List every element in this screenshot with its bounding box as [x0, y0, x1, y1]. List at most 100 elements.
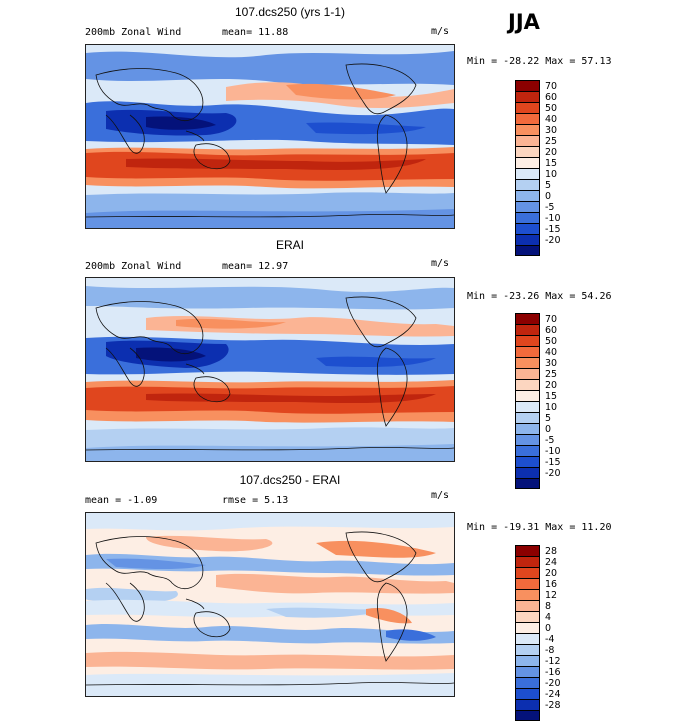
colorbar-swatch	[515, 201, 540, 212]
colorbar-tick-label: 4	[545, 611, 552, 623]
colorbar-tick-label: -4	[545, 633, 555, 645]
panel2-minmax: Min = -23.26 Max = 54.26	[467, 291, 612, 302]
colorbar-swatch	[515, 633, 540, 644]
colorbar-tick-label: -12	[545, 655, 561, 667]
colorbar-tick-label: 30	[545, 124, 558, 136]
colorbar-tick-label: -5	[545, 201, 555, 213]
colorbar-tick-label: -5	[545, 434, 555, 446]
panel2-colorbar	[515, 313, 540, 489]
colorbar-tick-label: -16	[545, 666, 561, 678]
colorbar-swatch	[515, 578, 540, 589]
colorbar-swatch	[515, 157, 540, 168]
colorbar-tick-label: 24	[545, 556, 558, 568]
colorbar-swatch	[515, 102, 540, 113]
colorbar-swatch	[515, 190, 540, 201]
panel3-map	[85, 512, 455, 697]
panel1-colorbar	[515, 80, 540, 256]
colorbar-swatch	[515, 644, 540, 655]
colorbar-swatch	[515, 456, 540, 467]
colorbar-tick-label: 15	[545, 157, 558, 169]
colorbar-tick-label: 20	[545, 379, 558, 391]
colorbar-tick-label: -28	[545, 699, 561, 711]
colorbar-swatch	[515, 545, 540, 556]
colorbar-swatch	[515, 467, 540, 478]
season-label: JJA	[508, 10, 540, 34]
colorbar-swatch	[515, 368, 540, 379]
colorbar-tick-label: 16	[545, 578, 558, 590]
panel1-title: 107.dcs250 (yrs 1-1)	[234, 5, 346, 19]
colorbar-swatch	[515, 412, 540, 423]
colorbar-swatch	[515, 434, 540, 445]
colorbar-tick-label: 0	[545, 423, 552, 435]
colorbar-tick-label: 50	[545, 335, 558, 347]
colorbar-swatch	[515, 212, 540, 223]
colorbar-tick-label: 20	[545, 146, 558, 158]
colorbar-tick-label: 15	[545, 390, 558, 402]
panel3-mean-label: mean = -1.09	[85, 495, 158, 506]
colorbar-tick-label: 0	[545, 622, 552, 634]
colorbar-tick-label: 70	[545, 80, 558, 92]
colorbar-swatch	[515, 556, 540, 567]
colorbar-swatch	[515, 600, 540, 611]
colorbar-swatch	[515, 677, 540, 688]
colorbar-tick-label: -20	[545, 234, 561, 246]
colorbar-swatch	[515, 445, 540, 456]
colorbar-swatch	[515, 611, 540, 622]
colorbar-swatch	[515, 146, 540, 157]
colorbar-tick-label: -15	[545, 223, 561, 235]
colorbar-tick-label: 12	[545, 589, 558, 601]
colorbar-swatch	[515, 589, 540, 600]
colorbar-tick-label: -20	[545, 467, 561, 479]
panel2-title: ERAI	[275, 238, 304, 252]
colorbar-swatch	[515, 357, 540, 368]
colorbar-swatch	[515, 113, 540, 124]
colorbar-swatch	[515, 567, 540, 578]
colorbar-tick-label: 70	[545, 313, 558, 325]
panel1-minmax: Min = -28.22 Max = 57.13	[467, 56, 612, 67]
panel3-units: m/s	[431, 490, 450, 501]
panel3-rmse-label: rmse = 5.13	[222, 495, 289, 506]
colorbar-tick-label: 20	[545, 567, 558, 579]
colorbar-swatch	[515, 324, 540, 335]
colorbar-tick-label: 28	[545, 545, 558, 557]
colorbar-swatch	[515, 313, 540, 324]
colorbar-tick-label: 60	[545, 91, 558, 103]
colorbar-swatch	[515, 666, 540, 677]
colorbar-tick-label: -15	[545, 456, 561, 468]
colorbar-swatch	[515, 335, 540, 346]
panel2-variable-label: 200mb Zonal Wind	[85, 261, 182, 272]
colorbar-tick-label: 60	[545, 324, 558, 336]
colorbar-tick-label: 30	[545, 357, 558, 369]
colorbar-swatch	[515, 401, 540, 412]
colorbar-swatch	[515, 379, 540, 390]
colorbar-swatch	[515, 91, 540, 102]
panel1-mean-label: mean= 11.88	[222, 27, 289, 38]
colorbar-swatch	[515, 124, 540, 135]
panel1-map	[85, 44, 455, 229]
colorbar-swatch	[515, 655, 540, 666]
colorbar-swatch	[515, 390, 540, 401]
panel1-units: m/s	[431, 26, 450, 37]
colorbar-tick-label: 10	[545, 401, 558, 413]
colorbar-swatch	[515, 423, 540, 434]
colorbar-tick-label: 5	[545, 179, 552, 191]
colorbar-tick-label: 25	[545, 368, 558, 380]
colorbar-swatch	[515, 179, 540, 190]
panel2-mean-label: mean= 12.97	[222, 261, 289, 272]
colorbar-swatch	[515, 478, 540, 489]
panel3-title: 107.dcs250 - ERAI	[239, 473, 341, 487]
colorbar-tick-label: -8	[545, 644, 555, 656]
colorbar-tick-label: 25	[545, 135, 558, 147]
colorbar-swatch	[515, 710, 540, 721]
colorbar-swatch	[515, 234, 540, 245]
colorbar-tick-label: 8	[545, 600, 552, 612]
colorbar-tick-label: 50	[545, 102, 558, 114]
colorbar-tick-label: 40	[545, 346, 558, 358]
colorbar-swatch	[515, 245, 540, 256]
colorbar-swatch	[515, 346, 540, 357]
colorbar-swatch	[515, 622, 540, 633]
colorbar-tick-label: -10	[545, 212, 561, 224]
colorbar-swatch	[515, 688, 540, 699]
colorbar-tick-label: -24	[545, 688, 561, 700]
panel3-colorbar	[515, 545, 540, 721]
